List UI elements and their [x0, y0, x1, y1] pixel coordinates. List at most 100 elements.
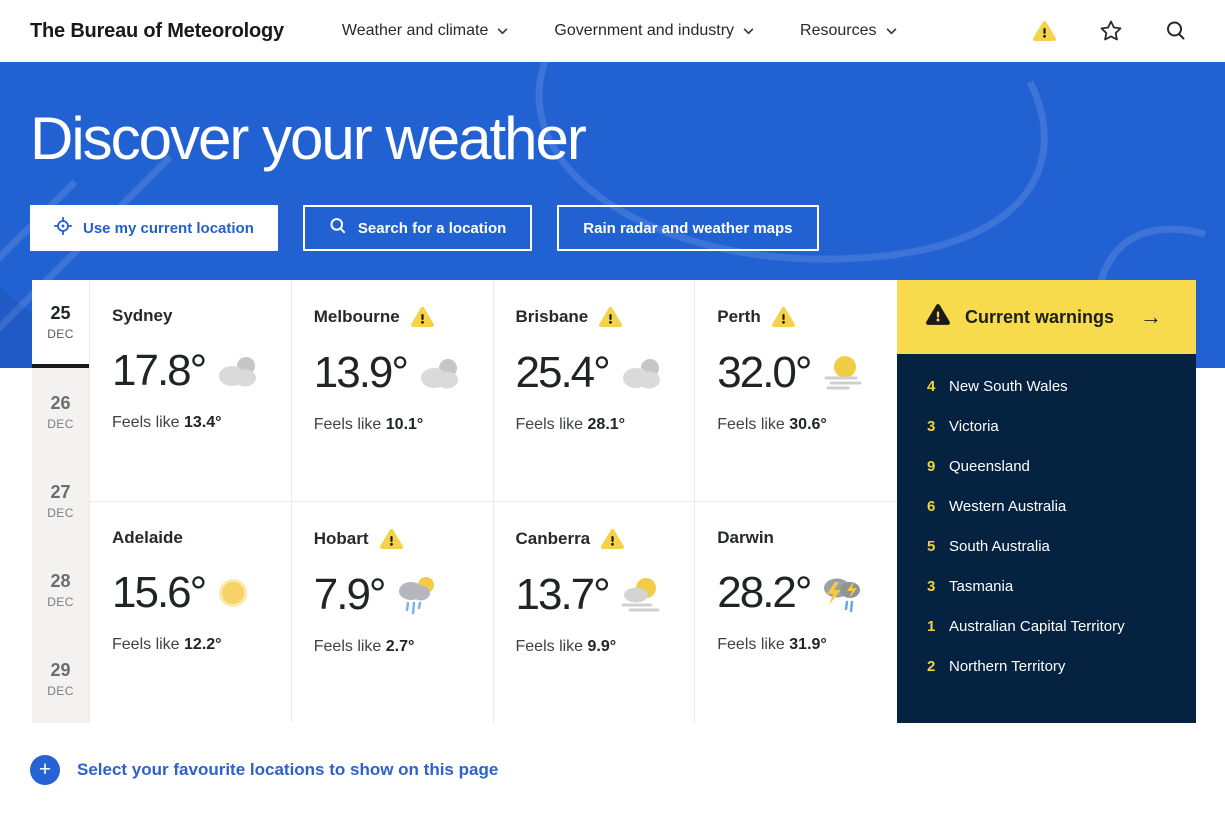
warning-region-name: South Australia: [949, 538, 1050, 555]
sunny-icon: [213, 575, 253, 611]
date-tab[interactable]: 26 DEC: [32, 368, 89, 457]
warning-region-name: Victoria: [949, 418, 999, 435]
weather-dashboard: 25 DEC 26 DEC 27 DEC 28 DEC 29 DEC Sydne…: [32, 280, 1196, 723]
button-label: Use my current location: [83, 219, 254, 237]
nav-weather-and-climate[interactable]: Weather and climate: [342, 22, 508, 40]
rain-radar-maps-button[interactable]: Rain radar and weather maps: [557, 205, 819, 251]
chevron-down-icon: [743, 22, 754, 40]
nav-resources[interactable]: Resources: [800, 22, 896, 40]
nav-government-and-industry[interactable]: Government and industry: [554, 22, 754, 40]
cloudy-icon: [213, 354, 259, 388]
warning-count-badge: 6: [927, 498, 936, 515]
warning-triangle-icon: [410, 306, 435, 328]
sun-cloud-haze-icon: [617, 576, 665, 614]
feels-like-value: Feels like 10.1°: [313, 416, 424, 433]
current-temperature: 15.6°: [112, 567, 207, 617]
city-weather-grid: Sydney 17.8° Feels like 13.4° Melbourne …: [89, 280, 897, 723]
select-favourites-link[interactable]: + Select your favourite locations to sho…: [30, 755, 498, 785]
date-month: DEC: [47, 594, 74, 609]
warnings-state-row[interactable]: 1 Australian Capital Territory: [927, 618, 1196, 658]
city-name: Brisbane: [515, 307, 589, 326]
warnings-state-row[interactable]: 9 Queensland: [927, 458, 1196, 498]
city-weather-card-sydney[interactable]: Sydney 17.8° Feels like 13.4°: [90, 280, 292, 502]
warning-triangle-icon: [600, 528, 625, 550]
warning-count-badge: 5: [927, 538, 936, 555]
warnings-state-row[interactable]: 6 Western Australia: [927, 498, 1196, 538]
date-day: 29: [50, 659, 71, 680]
top-nav: The Bureau of Meteorology Weather and cl…: [0, 0, 1225, 62]
nav-label: Government and industry: [554, 22, 735, 39]
nav-label: Weather and climate: [341, 22, 489, 39]
search-icon: [329, 217, 347, 239]
current-temperature: 25.4°: [515, 348, 611, 397]
warning-region-name: New South Wales: [949, 378, 1068, 395]
sun-haze-icon: [818, 354, 864, 392]
city-weather-card-darwin[interactable]: Darwin 28.2° Feels like 31.9°: [695, 502, 897, 724]
city-name: Sydney: [112, 306, 173, 325]
favourites-label: Select your favourite locations to show …: [77, 760, 499, 779]
city-name: Canberra: [515, 528, 591, 548]
warnings-title: Current warnings: [965, 306, 1115, 327]
favourites-star-icon[interactable]: [1099, 19, 1123, 43]
warning-triangle-icon: [925, 303, 951, 331]
warnings-state-row[interactable]: 3 Tasmania: [927, 578, 1196, 618]
current-temperature: 32.0°: [717, 348, 812, 397]
city-weather-card-adelaide[interactable]: Adelaide 15.6° Feels like 12.2°: [90, 501, 292, 723]
rain-sun-icon: [393, 575, 437, 615]
chevron-down-icon: [886, 22, 897, 40]
current-temperature: 17.8°: [112, 346, 207, 395]
use-current-location-button[interactable]: Use my current location: [30, 205, 278, 251]
warning-region-name: Tasmania: [949, 578, 1014, 595]
date-month: DEC: [47, 506, 74, 521]
plus-icon: +: [30, 755, 60, 785]
warnings-state-row[interactable]: 5 South Australia: [927, 538, 1196, 578]
button-label: Rain radar and weather maps: [583, 219, 793, 237]
search-location-button[interactable]: Search for a location: [302, 205, 533, 251]
date-tab[interactable]: 25 DEC: [32, 280, 89, 368]
city-weather-card-melbourne[interactable]: Melbourne 13.9° Feels like 10.1°: [291, 280, 494, 502]
city-name: Perth: [717, 307, 761, 326]
city-name: Adelaide: [112, 527, 183, 547]
date-day: 26: [50, 393, 71, 414]
arrow-right-icon: →: [1140, 304, 1162, 329]
warning-count-badge: 9: [927, 458, 936, 475]
hero-button-row: Use my current location Search for a loc…: [30, 205, 1225, 251]
date-month: DEC: [47, 327, 74, 341]
current-temperature: 13.9°: [313, 348, 409, 397]
warning-triangle-icon: [771, 306, 796, 328]
warnings-triangle-icon[interactable]: [1032, 20, 1057, 42]
bom-logo[interactable]: The Bureau of Meteorology: [30, 19, 284, 42]
city-weather-card-brisbane[interactable]: Brisbane 25.4° Feels like 28.1°: [493, 280, 696, 502]
warnings-state-row[interactable]: 3 Victoria: [927, 418, 1196, 458]
search-icon[interactable]: [1165, 20, 1187, 42]
storm-icon: [818, 573, 864, 613]
current-temperature: 13.7°: [515, 569, 611, 619]
city-weather-card-perth[interactable]: Perth 32.0° Feels like 30.6°: [695, 280, 897, 502]
date-selector-rail: 25 DEC 26 DEC 27 DEC 28 DEC 29 DEC: [32, 280, 89, 723]
city-name: Hobart: [313, 528, 369, 548]
primary-nav: Weather and climate Government and indus…: [342, 22, 897, 40]
date-tab[interactable]: 29 DEC: [32, 634, 89, 723]
warnings-state-row[interactable]: 2 Northern Territory: [927, 658, 1196, 698]
warning-count-badge: 2: [927, 658, 936, 675]
warning-count-badge: 3: [927, 578, 936, 595]
date-tab[interactable]: 28 DEC: [32, 546, 89, 635]
feels-like-value: Feels like 31.9°: [717, 635, 827, 653]
warning-count-badge: 4: [927, 378, 936, 395]
nav-label: Resources: [800, 22, 877, 39]
warning-region-name: Queensland: [949, 458, 1030, 475]
current-temperature: 28.2°: [717, 567, 812, 617]
header-icon-group: [1032, 19, 1187, 43]
cloudy-icon: [617, 356, 663, 390]
city-weather-card-canberra[interactable]: Canberra 13.7° Feels like 9.9°: [494, 501, 696, 723]
date-month: DEC: [47, 683, 74, 698]
warning-triangle-icon: [598, 306, 623, 328]
warning-region-name: Western Australia: [949, 498, 1067, 515]
current-warnings-header[interactable]: Current warnings →: [897, 280, 1196, 354]
warning-region-name: Australian Capital Territory: [949, 618, 1125, 635]
city-weather-card-hobart[interactable]: Hobart 7.9° Feels like 2.7°: [292, 501, 494, 723]
warnings-state-row[interactable]: 4 New South Wales: [927, 378, 1196, 418]
cloudy-icon: [415, 356, 461, 390]
date-tab[interactable]: 27 DEC: [32, 457, 89, 546]
date-month: DEC: [47, 417, 74, 432]
